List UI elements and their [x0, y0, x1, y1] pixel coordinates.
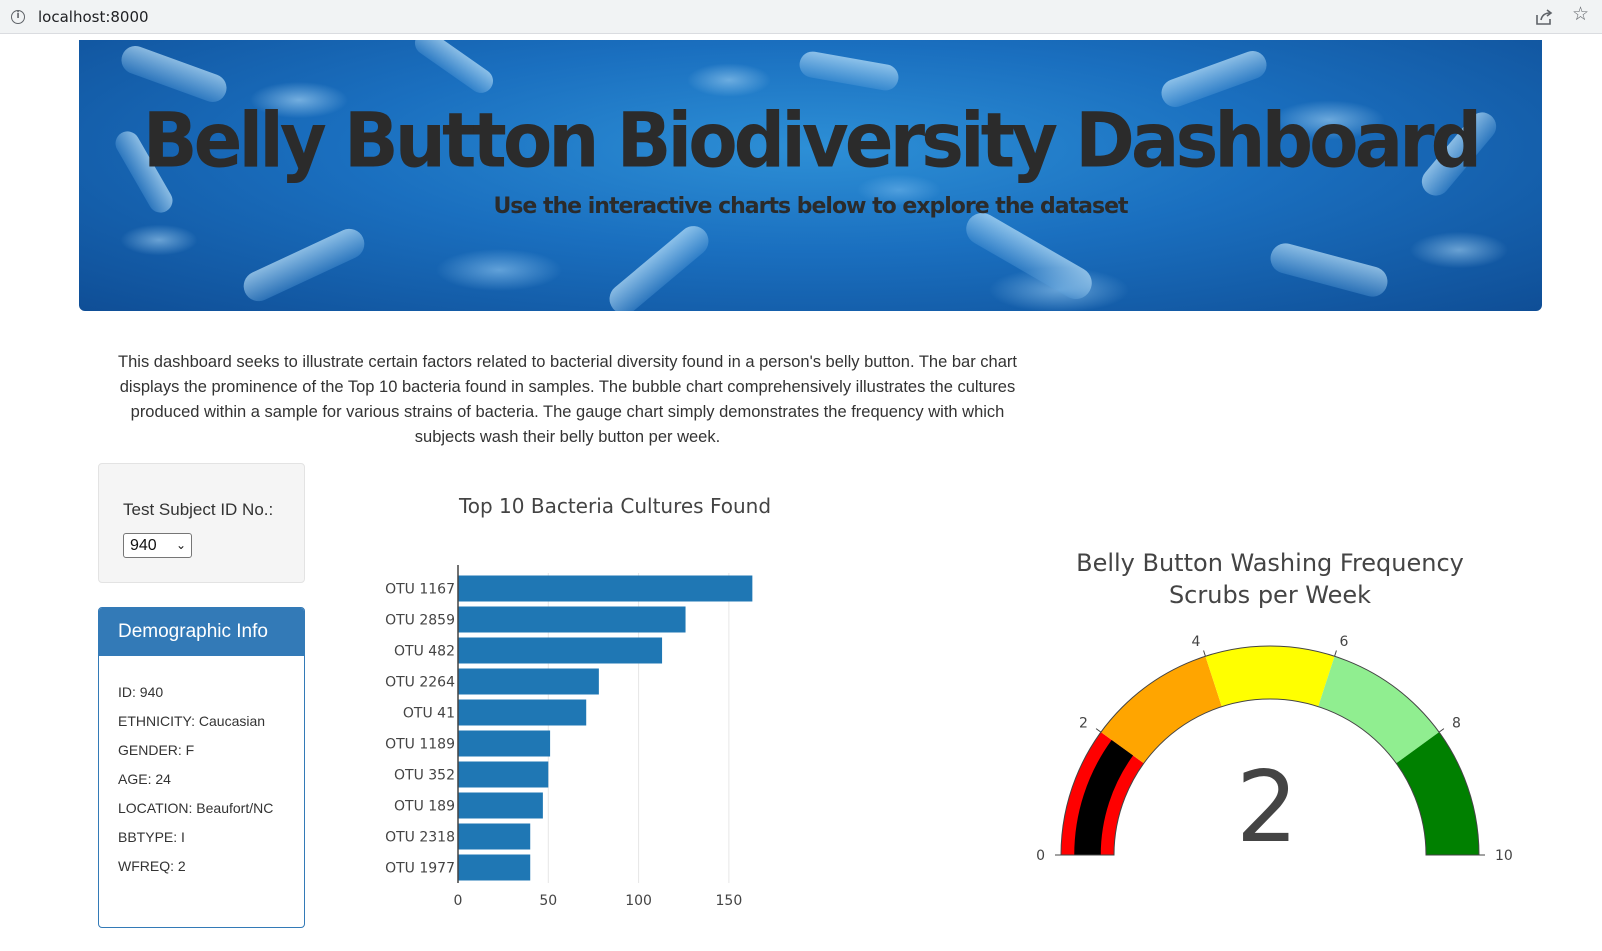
gauge-step — [1318, 656, 1440, 764]
hero-banner: Belly Button Biodiversity Dashboard Use … — [79, 40, 1542, 311]
y-tick-label: OTU 2318 — [385, 830, 455, 846]
gauge-value-number: 2 — [1236, 751, 1298, 865]
gauge-tick-label: 10 — [1495, 848, 1513, 864]
gauge-tick-label: 2 — [1079, 716, 1088, 732]
subject-id-label: Test Subject ID No.: — [123, 500, 274, 519]
gauge-tick — [1334, 650, 1337, 657]
info-icon[interactable]: i — [11, 10, 25, 24]
gauge-subtitle: Scrubs per Week — [1169, 581, 1371, 609]
gauge-tick-label: 8 — [1452, 716, 1461, 732]
gauge-step — [1100, 656, 1222, 764]
demographic-list: ID: 940 ETHNICITY: Caucasian GENDER: F AGE:… — [99, 656, 304, 874]
bar — [458, 730, 551, 757]
gauge-outline — [1060, 645, 1480, 856]
gauge-tick-label: 0 — [1036, 848, 1045, 864]
gauge-tick — [1203, 650, 1206, 657]
demographic-row: BBTYPE: I — [118, 829, 185, 845]
page-title: Belly Button Biodiversity Dashboard — [142, 95, 1482, 185]
browser-address-bar: i localhost:8000 ☆ — [0, 0, 1602, 34]
dashboard-description: This dashboard seeks to illustrate certa… — [118, 353, 1017, 446]
demographic-row: ID: 940 — [118, 684, 164, 700]
demographic-row: LOCATION: Beaufort/NC — [118, 800, 274, 816]
y-tick-label: OTU 482 — [394, 644, 455, 660]
bookmark-star-icon[interactable]: ☆ — [1572, 3, 1590, 25]
bacteria-decoration — [238, 223, 370, 307]
bar — [458, 575, 753, 602]
washing-frequency-gauge: Belly Button Washing Frequency Scrubs per… — [1036, 549, 1513, 865]
demographic-row: ETHNICITY: Caucasian — [118, 713, 266, 729]
bar — [458, 637, 663, 664]
y-tick-label: OTU 189 — [394, 799, 455, 815]
y-tick-label: OTU 352 — [394, 768, 455, 784]
bar-chart-title: Top 10 Bacteria Cultures Found — [458, 494, 771, 518]
bar — [458, 761, 549, 788]
bacteria-decoration — [960, 207, 1098, 305]
bar — [458, 792, 543, 819]
top10-bar-chart: Top 10 Bacteria Cultures Found 0 50 100 150 O… — [385, 494, 771, 909]
bacteria-decoration — [410, 40, 498, 98]
y-tick-label: OTU 41 — [403, 706, 455, 722]
page-subtitle: Use the interactive charts below to expl… — [493, 194, 1128, 219]
y-tick-label: OTU 2264 — [385, 675, 455, 691]
x-tick-label: 0 — [454, 893, 463, 909]
gauge-value-bar — [1074, 739, 1134, 855]
bacteria-decoration — [1267, 239, 1391, 301]
subject-id-select[interactable]: 940 ⌄ — [123, 533, 192, 558]
subject-id-value: 940 — [130, 537, 157, 554]
bar — [458, 606, 686, 633]
share-icon[interactable] — [1533, 6, 1555, 28]
x-tick-label: 50 — [539, 893, 557, 909]
gauge-tick-label: 6 — [1340, 634, 1349, 650]
gauge-step — [1396, 732, 1479, 855]
subject-selector-panel: Test Subject ID No.: 940 ⌄ — [98, 463, 305, 583]
demographic-row: AGE: 24 — [118, 771, 171, 787]
chevron-down-icon: ⌄ — [175, 538, 186, 552]
y-tick-label: OTU 1977 — [385, 861, 455, 877]
demographic-panel: Demographic Info ID: 940 ETHNICITY: Cauca… — [98, 607, 305, 928]
bar — [458, 699, 587, 726]
x-tick-label: 100 — [625, 893, 652, 909]
y-tick-label: OTU 1167 — [385, 582, 455, 598]
y-tick-label: OTU 1189 — [385, 737, 455, 753]
bar — [458, 668, 599, 695]
demographic-row: WFREQ: 2 — [118, 858, 186, 874]
bacteria-decoration — [797, 49, 901, 93]
bar — [458, 854, 531, 881]
gauge-tick — [1438, 728, 1445, 733]
y-tick-label: OTU 2859 — [385, 613, 455, 629]
bacteria-decoration — [603, 219, 715, 311]
gauge-tick-label: 4 — [1192, 634, 1201, 650]
x-tick-label: 150 — [716, 893, 743, 909]
gauge-step — [1205, 646, 1335, 707]
bar — [458, 823, 531, 850]
demographic-row: GENDER: F — [118, 742, 195, 758]
url-text[interactable]: localhost:8000 — [38, 8, 149, 26]
gauge-title: Belly Button Washing Frequency — [1076, 549, 1464, 577]
gauge-tick — [1095, 728, 1102, 733]
demographic-panel-title: Demographic Info — [99, 608, 304, 656]
